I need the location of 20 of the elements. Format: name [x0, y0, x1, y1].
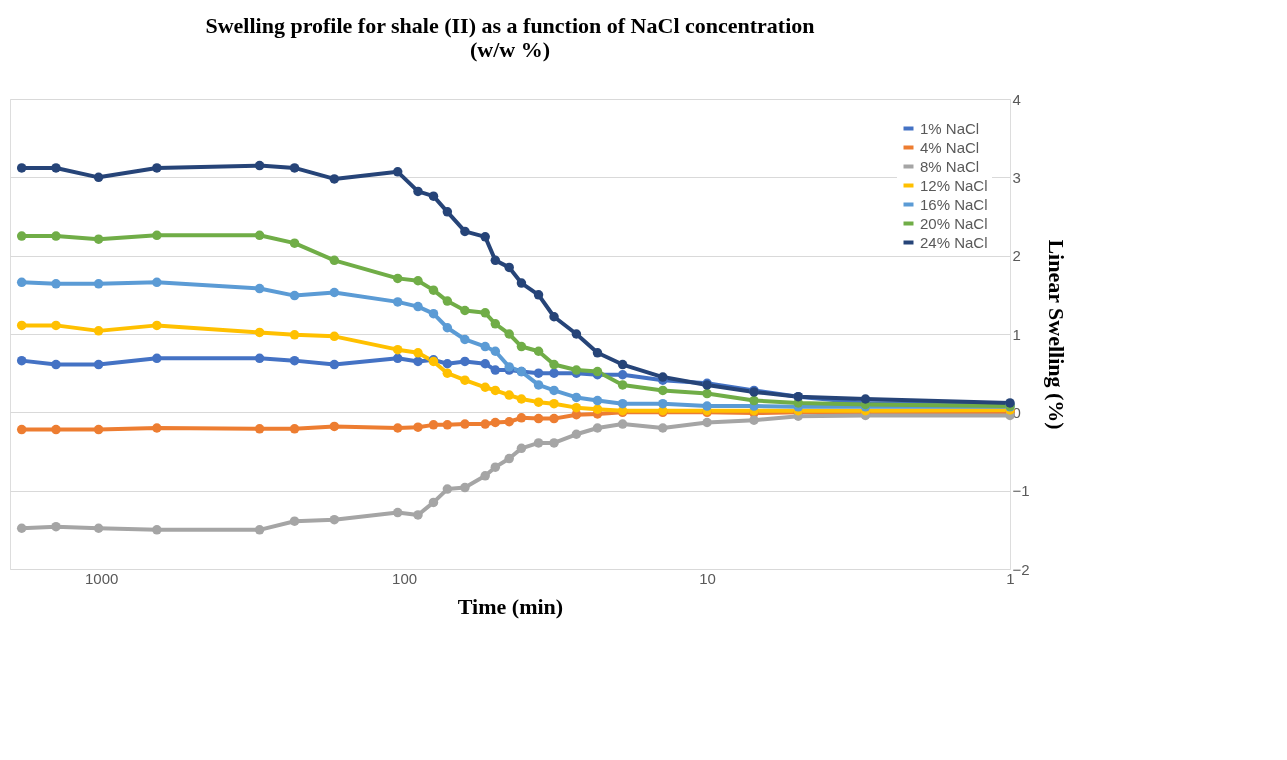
- legend-label: 1% NaCl: [920, 119, 980, 137]
- x-tick-label: 1000: [85, 569, 119, 587]
- legend-label: 16% NaCl: [920, 195, 988, 213]
- legend-label: 20% NaCl: [920, 214, 988, 232]
- x-tick-label: 100: [392, 569, 418, 587]
- y-axis-title: Linear Swelling (%): [1043, 239, 1069, 430]
- y-tick-label: 2: [1012, 247, 1021, 265]
- y-tick-label: −2: [1012, 560, 1030, 578]
- text: Swelling profile for shale (II) as a function of NaCl concentration: [205, 13, 815, 38]
- y-tick-label: 4: [1012, 90, 1021, 108]
- x-tick-label: 10: [699, 569, 716, 587]
- y-tick-label: −1: [1012, 482, 1030, 500]
- x-axis-title: Time (min): [457, 593, 564, 619]
- y-tick-label: 3: [1012, 168, 1021, 186]
- legend-label: 24% NaCl: [920, 233, 988, 251]
- text: (w/w %): [469, 37, 551, 62]
- legend-label: 8% NaCl: [920, 157, 980, 175]
- legend-label: 4% NaCl: [920, 138, 980, 156]
- y-tick-label: 1: [1012, 325, 1021, 343]
- legend-label: 12% NaCl: [920, 176, 988, 194]
